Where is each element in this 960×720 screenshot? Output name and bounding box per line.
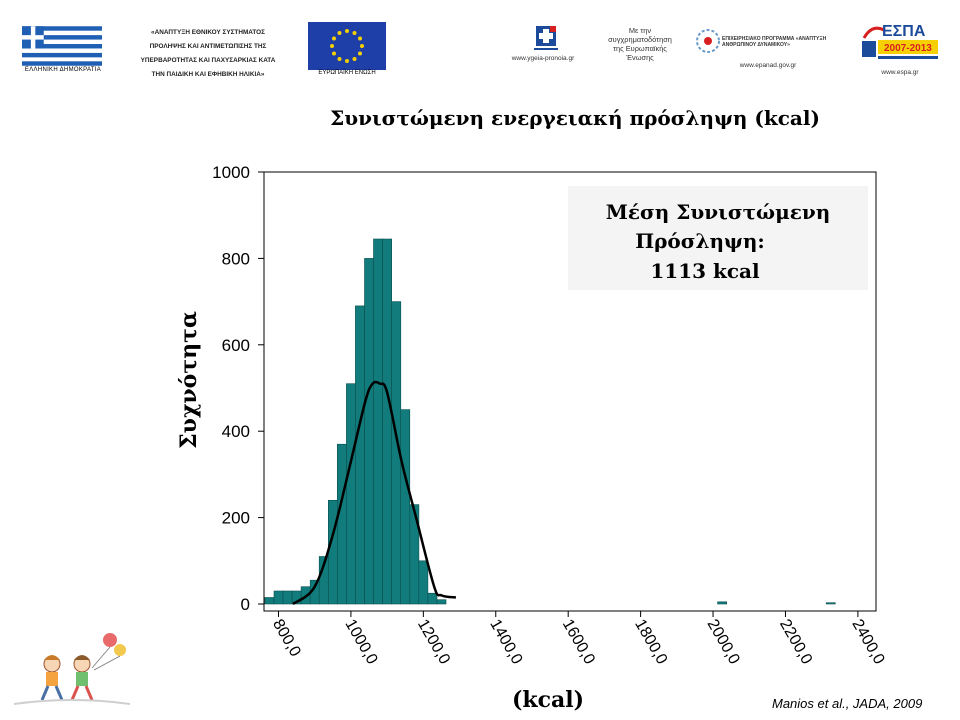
epaned-url: www.epanad.gov.gr: [739, 62, 797, 69]
header-logos-bar: ΕΛΛΗΝΙΚΗ ΔΗΜΟΚΡΑΤΙΑ «ΑΝΑΠΤΥΞΗ ΕΘΝΙΚΟΥ ΣΥ…: [0, 0, 960, 95]
histogram-bar: [346, 383, 356, 605]
x-tick-label: 2000,0: [704, 617, 743, 668]
greek-flag-logo: [22, 26, 102, 66]
x-tick-label: 2400,0: [848, 617, 887, 668]
annotation-line-2: Πρόσληψη:: [635, 229, 765, 253]
flag-caption: ΕΛΛΗΝΙΚΗ ΔΗΜΟΚΡΑΤΙΑ: [24, 67, 102, 73]
x-axis-label: (kcal): [512, 687, 584, 713]
epaned-title: ΕΠΙΧΕΙΡΗΣΙΑΚΟ ΠΡΟΓΡΑΜΜΑ «ΑΝΑΠΤΥΞΗ ΑΝΘΡΩΠ…: [722, 36, 827, 48]
ygeia-pronoia-logo: [534, 26, 558, 50]
eu-star-icon: [358, 36, 362, 41]
histogram-bar: [427, 592, 438, 605]
y-tick-label: 0: [241, 595, 250, 614]
espa-years: 2007-2013: [884, 43, 932, 54]
histogram-bar: [282, 590, 293, 605]
eu-star-icon: [337, 31, 342, 35]
x-tick-label: 1000,0: [341, 617, 380, 668]
normal-curve-line: [292, 380, 457, 606]
eu-star-icon: [330, 44, 334, 48]
y-tick-label: 200: [222, 509, 250, 528]
histogram-bar: [336, 443, 347, 605]
histogram-bars: [264, 238, 836, 605]
eu-star-icon: [358, 51, 362, 56]
espa-title: ΕΣΠΑ: [882, 23, 926, 40]
chart-title: Συνιστώμενη ενεργειακή πρόσληψη (kcal): [330, 106, 820, 130]
histogram-bar: [373, 238, 383, 605]
histogram-bar: [327, 499, 338, 605]
y-tick-label: 600: [222, 336, 250, 355]
histogram-bar: [825, 602, 836, 605]
histogram-bar: [382, 238, 393, 605]
y-tick-label: 400: [222, 422, 250, 441]
x-tick-label: 1600,0: [559, 617, 598, 668]
annotation-line-1: Μέση Συνιστώμενη: [606, 200, 831, 224]
x-tick-label: 1800,0: [631, 617, 670, 668]
histogram-bar: [400, 409, 411, 605]
espa-logo: ΕΣΠΑ 2007-2013: [862, 23, 938, 59]
x-tick-label: 1200,0: [414, 617, 453, 668]
y-tick-label: 1000: [212, 163, 250, 182]
eu-star-icon: [345, 29, 349, 33]
annotation-line-3: 1113 kcal: [650, 259, 760, 283]
epaned-logo-icon: [696, 29, 720, 53]
eu-star-icon: [345, 59, 349, 63]
histogram-bar: [364, 258, 374, 605]
eu-star-icon: [352, 57, 357, 61]
histogram-bar: [355, 305, 365, 605]
kids-illustration: [13, 633, 131, 705]
eu-star-icon: [332, 36, 336, 41]
histogram-bar: [264, 597, 275, 605]
annotation-box: [568, 186, 868, 290]
histogram-bar: [409, 504, 420, 605]
histogram-bar: [418, 560, 429, 605]
program-title-text: «ΑΝΑΠΤΥΞΗ ΕΘΝΙΚΟΥ ΣΥΣΤΗΜΑΤΟΣ ΠΡΟΛΗΨΗΣ ΚΑ…: [140, 29, 276, 78]
espa-url: www.espa.gr: [881, 69, 919, 76]
x-tick-label: 2200,0: [776, 617, 815, 668]
citation-text: Manios et al., JADA, 2009: [772, 696, 923, 711]
eu-star-icon: [360, 44, 364, 48]
histogram-bar: [717, 601, 727, 605]
ygeia-url: www.ygeia-pronoia.gr: [511, 55, 575, 62]
x-axis-ticks: 800,0 1000,0 1200,0 1400,0 1600,0 1800,0 2000,…: [269, 611, 888, 667]
eu-flag-logo: [308, 22, 386, 70]
eu-star-icon: [337, 57, 342, 61]
x-tick-label: 800,0: [269, 617, 304, 660]
x-tick-label: 1400,0: [486, 617, 525, 668]
histogram-bar: [436, 599, 447, 605]
y-axis-label: Συχνότητα: [176, 311, 202, 449]
histogram-bar: [273, 590, 284, 605]
y-tick-label: 800: [222, 249, 250, 268]
eu-caption: ΕΥΡΩΠΑΪΚΗ ΕΝΩΣΗ: [318, 70, 376, 76]
eu-star-icon: [352, 31, 357, 35]
y-axis-ticks: 0 200 400 600 800 1000: [212, 163, 264, 614]
cofinancing-text: Με την συγχρηματοδότηση της Ευρωπαϊκής Έ…: [608, 26, 672, 62]
eu-star-icon: [332, 51, 336, 56]
